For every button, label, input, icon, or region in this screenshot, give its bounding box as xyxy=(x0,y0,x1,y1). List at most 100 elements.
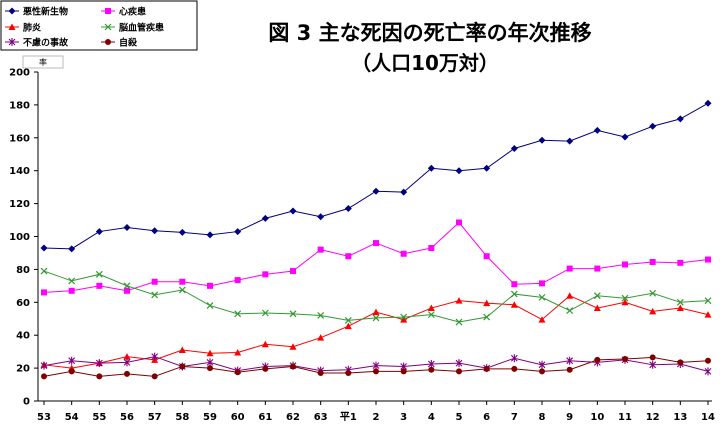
x-tick-label: 56 xyxy=(120,412,134,423)
data-point xyxy=(593,304,601,312)
data-point xyxy=(594,265,601,272)
x-tick-label: 11 xyxy=(618,412,632,423)
legend-label: 脳血管疾患 xyxy=(118,22,164,34)
data-point xyxy=(621,298,629,306)
data-point xyxy=(511,365,518,372)
data-point xyxy=(427,311,435,319)
data-point xyxy=(566,356,574,365)
legend-label: 肺炎 xyxy=(23,22,41,34)
data-point xyxy=(289,207,297,215)
data-point xyxy=(455,318,463,326)
data-point xyxy=(566,137,574,145)
legend-box xyxy=(0,0,198,51)
data-point xyxy=(538,136,546,144)
data-point xyxy=(566,265,573,272)
data-point xyxy=(373,368,379,375)
data-point xyxy=(566,307,574,314)
data-point xyxy=(41,289,47,296)
data-point xyxy=(124,287,130,294)
data-point xyxy=(317,312,325,319)
x-tick-label: 8 xyxy=(539,412,546,423)
data-point xyxy=(317,213,325,221)
data-point xyxy=(483,365,490,372)
data-point xyxy=(234,277,241,284)
data-point xyxy=(96,282,103,289)
legend-label: 不慮の事故 xyxy=(23,37,69,49)
data-point xyxy=(427,359,435,368)
data-point xyxy=(566,292,574,299)
x-tick-label: 5 xyxy=(456,412,463,423)
data-point xyxy=(95,270,103,278)
data-point xyxy=(649,122,657,130)
y-tick-label: 0 xyxy=(23,397,30,408)
x-tick-label: 62 xyxy=(286,412,300,423)
y-tick-label: 40 xyxy=(16,331,30,342)
data-point xyxy=(68,368,75,375)
data-point xyxy=(123,358,131,367)
data-point xyxy=(538,316,546,323)
data-point xyxy=(151,291,159,299)
data-point xyxy=(234,369,241,376)
data-point xyxy=(151,227,159,235)
y-tick-label: 200 xyxy=(9,68,30,79)
data-point xyxy=(704,297,712,305)
data-point xyxy=(151,373,158,380)
legend-swatch-marker xyxy=(8,38,16,46)
x-tick-label: 60 xyxy=(231,412,245,423)
data-point xyxy=(344,322,352,330)
data-point xyxy=(373,240,379,247)
x-tick-label: 54 xyxy=(65,412,79,423)
data-point xyxy=(207,282,213,289)
data-point xyxy=(123,223,131,231)
data-point xyxy=(400,313,408,321)
data-point xyxy=(539,368,545,375)
data-point xyxy=(594,356,601,363)
data-point xyxy=(40,267,48,275)
series-line-2 xyxy=(43,295,709,369)
data-point xyxy=(400,250,407,257)
x-tick-label: 3 xyxy=(400,412,407,423)
data-point xyxy=(262,365,269,372)
legend-swatch-marker xyxy=(105,8,111,14)
x-tick-label: 58 xyxy=(175,412,189,423)
data-point xyxy=(261,309,269,317)
data-point xyxy=(427,164,435,172)
data-point xyxy=(206,231,214,239)
data-point xyxy=(206,358,214,367)
legend-label: 心疾患 xyxy=(119,6,146,18)
data-point xyxy=(262,271,269,278)
data-point xyxy=(234,310,242,318)
data-point xyxy=(455,297,463,304)
data-point xyxy=(621,294,629,302)
data-point xyxy=(289,343,297,350)
data-point xyxy=(41,373,47,380)
legend-swatch-marker xyxy=(8,7,16,15)
data-point xyxy=(289,310,297,318)
data-point xyxy=(290,268,296,275)
data-point xyxy=(483,164,491,172)
y-unit-box xyxy=(22,55,64,69)
data-point xyxy=(206,349,214,357)
data-point xyxy=(677,259,684,266)
data-point xyxy=(123,282,131,290)
data-point xyxy=(178,286,186,294)
data-point xyxy=(455,359,463,368)
x-tick-label: 63 xyxy=(314,412,328,423)
data-point xyxy=(178,346,186,354)
legend-swatch-marker xyxy=(105,39,111,45)
data-point xyxy=(456,219,462,226)
data-point xyxy=(676,304,684,312)
data-point xyxy=(261,214,269,222)
x-tick-label: 9 xyxy=(566,412,573,423)
data-point xyxy=(345,370,352,377)
data-point xyxy=(179,363,186,370)
data-point xyxy=(483,299,491,307)
x-tick-label: 6 xyxy=(483,412,490,423)
data-point xyxy=(621,133,629,141)
series-line-1 xyxy=(43,221,709,293)
data-point xyxy=(649,354,656,361)
data-point xyxy=(178,228,186,236)
x-tick-label: 4 xyxy=(428,412,435,423)
data-point xyxy=(649,258,656,265)
